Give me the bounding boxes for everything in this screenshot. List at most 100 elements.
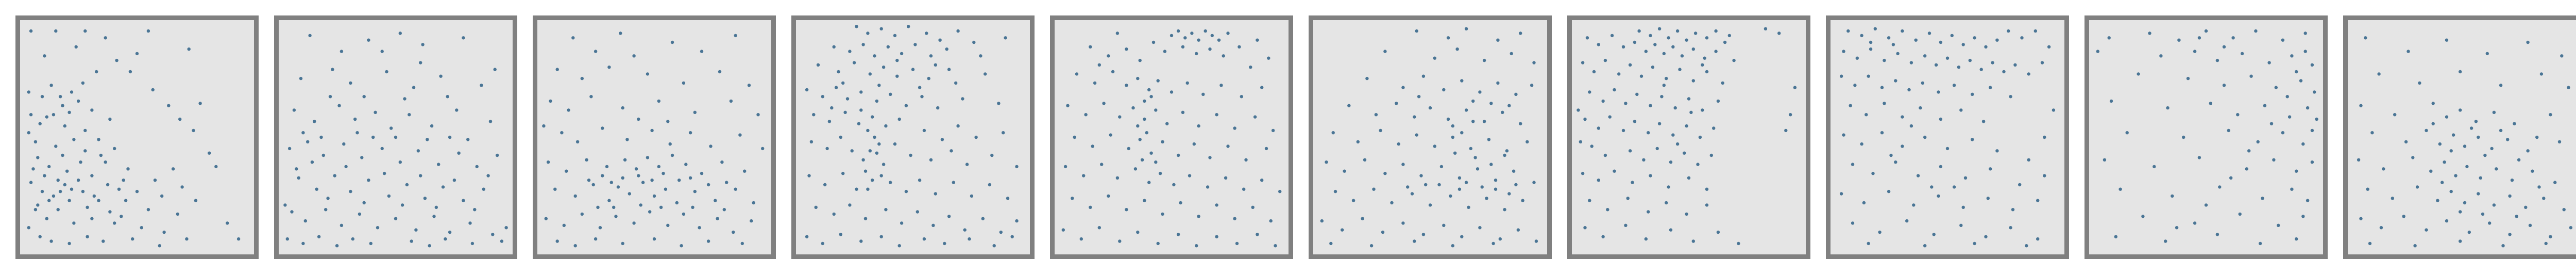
data-point — [482, 187, 485, 191]
data-point — [2359, 217, 2363, 220]
data-point — [1442, 88, 1446, 92]
data-point — [700, 171, 704, 175]
data-point — [2526, 40, 2530, 44]
data-point — [1489, 163, 1493, 166]
data-point — [444, 237, 447, 241]
data-point — [821, 95, 824, 99]
data-point — [1939, 165, 1943, 169]
data-point — [2141, 215, 2145, 218]
data-point — [29, 29, 33, 33]
data-point — [1249, 66, 1252, 69]
data-point — [1487, 138, 1491, 141]
data-point — [1649, 174, 1652, 178]
data-point — [1383, 50, 1387, 53]
data-point — [850, 149, 854, 153]
data-point — [1176, 153, 1180, 157]
data-point — [734, 34, 737, 38]
data-point — [92, 194, 96, 198]
data-point — [1691, 239, 1695, 243]
data-point — [1176, 29, 1180, 33]
data-point — [1458, 176, 1462, 180]
data-point — [961, 97, 964, 101]
panel-frame — [1050, 15, 1293, 259]
data-point — [1365, 76, 1369, 80]
data-point — [1140, 158, 1144, 162]
data-point — [290, 210, 294, 214]
data-point — [947, 68, 951, 71]
data-point — [1183, 36, 1187, 40]
data-point — [1909, 124, 1913, 128]
data-point — [1437, 183, 1441, 187]
data-point — [61, 153, 64, 157]
data-point — [414, 228, 418, 232]
data-point — [1201, 92, 1205, 96]
data-point — [830, 106, 834, 110]
data-point — [1919, 106, 1922, 110]
data-point — [750, 219, 753, 223]
data-point — [646, 72, 650, 76]
data-point — [657, 99, 660, 103]
data-point — [387, 194, 391, 198]
data-point — [725, 181, 728, 184]
scatter-panel-4 — [791, 15, 1035, 259]
data-point — [1107, 54, 1110, 58]
data-point — [1721, 81, 1724, 85]
data-point — [1923, 244, 1927, 248]
data-point — [342, 142, 346, 146]
data-point — [194, 199, 198, 202]
data-point — [805, 88, 809, 92]
data-point — [1351, 199, 1355, 202]
data-point — [1923, 54, 1927, 58]
data-point — [637, 117, 640, 121]
data-point — [491, 233, 495, 236]
data-point — [360, 156, 364, 159]
data-point — [2258, 241, 2262, 246]
data-point — [1256, 233, 1259, 236]
data-point — [859, 239, 863, 243]
data-point — [126, 167, 130, 171]
data-point — [1887, 36, 1891, 40]
data-point — [1075, 72, 1079, 76]
data-point — [1705, 36, 1709, 40]
data-point — [426, 138, 429, 141]
data-point — [979, 54, 982, 58]
points-layer — [27, 29, 241, 248]
data-point — [2501, 244, 2505, 248]
data-point — [1696, 163, 1700, 166]
data-point — [1482, 120, 1486, 123]
data-point — [2125, 131, 2129, 135]
data-point — [2177, 38, 2181, 42]
data-point — [1395, 102, 1398, 105]
data-point — [1415, 29, 1418, 33]
data-point — [718, 70, 722, 74]
data-point — [668, 142, 672, 146]
data-point — [38, 235, 42, 238]
data-point — [1912, 203, 1916, 207]
data-point — [2429, 169, 2433, 173]
data-point — [1473, 156, 1477, 159]
data-point — [571, 36, 575, 40]
data-point — [97, 199, 100, 202]
data-point — [1907, 88, 1911, 92]
data-point — [2204, 203, 2208, 207]
data-point — [1685, 212, 1688, 216]
data-point — [285, 237, 289, 241]
data-point — [1503, 153, 1506, 157]
data-point — [337, 104, 341, 107]
panel-frame — [1567, 15, 1810, 259]
data-point — [871, 179, 874, 182]
data-point — [2415, 185, 2419, 189]
data-point — [1331, 131, 1335, 135]
data-point — [2107, 36, 2111, 40]
data-point — [984, 72, 987, 76]
scatter-panel-8 — [1826, 15, 2069, 259]
data-point — [214, 165, 218, 169]
data-point — [1507, 104, 1511, 107]
data-point — [1471, 120, 1475, 123]
data-point — [873, 54, 876, 58]
data-point — [1253, 115, 1257, 119]
data-point — [1197, 124, 1200, 128]
data-point — [2553, 181, 2557, 184]
data-point — [879, 27, 883, 30]
data-point — [2513, 122, 2516, 125]
